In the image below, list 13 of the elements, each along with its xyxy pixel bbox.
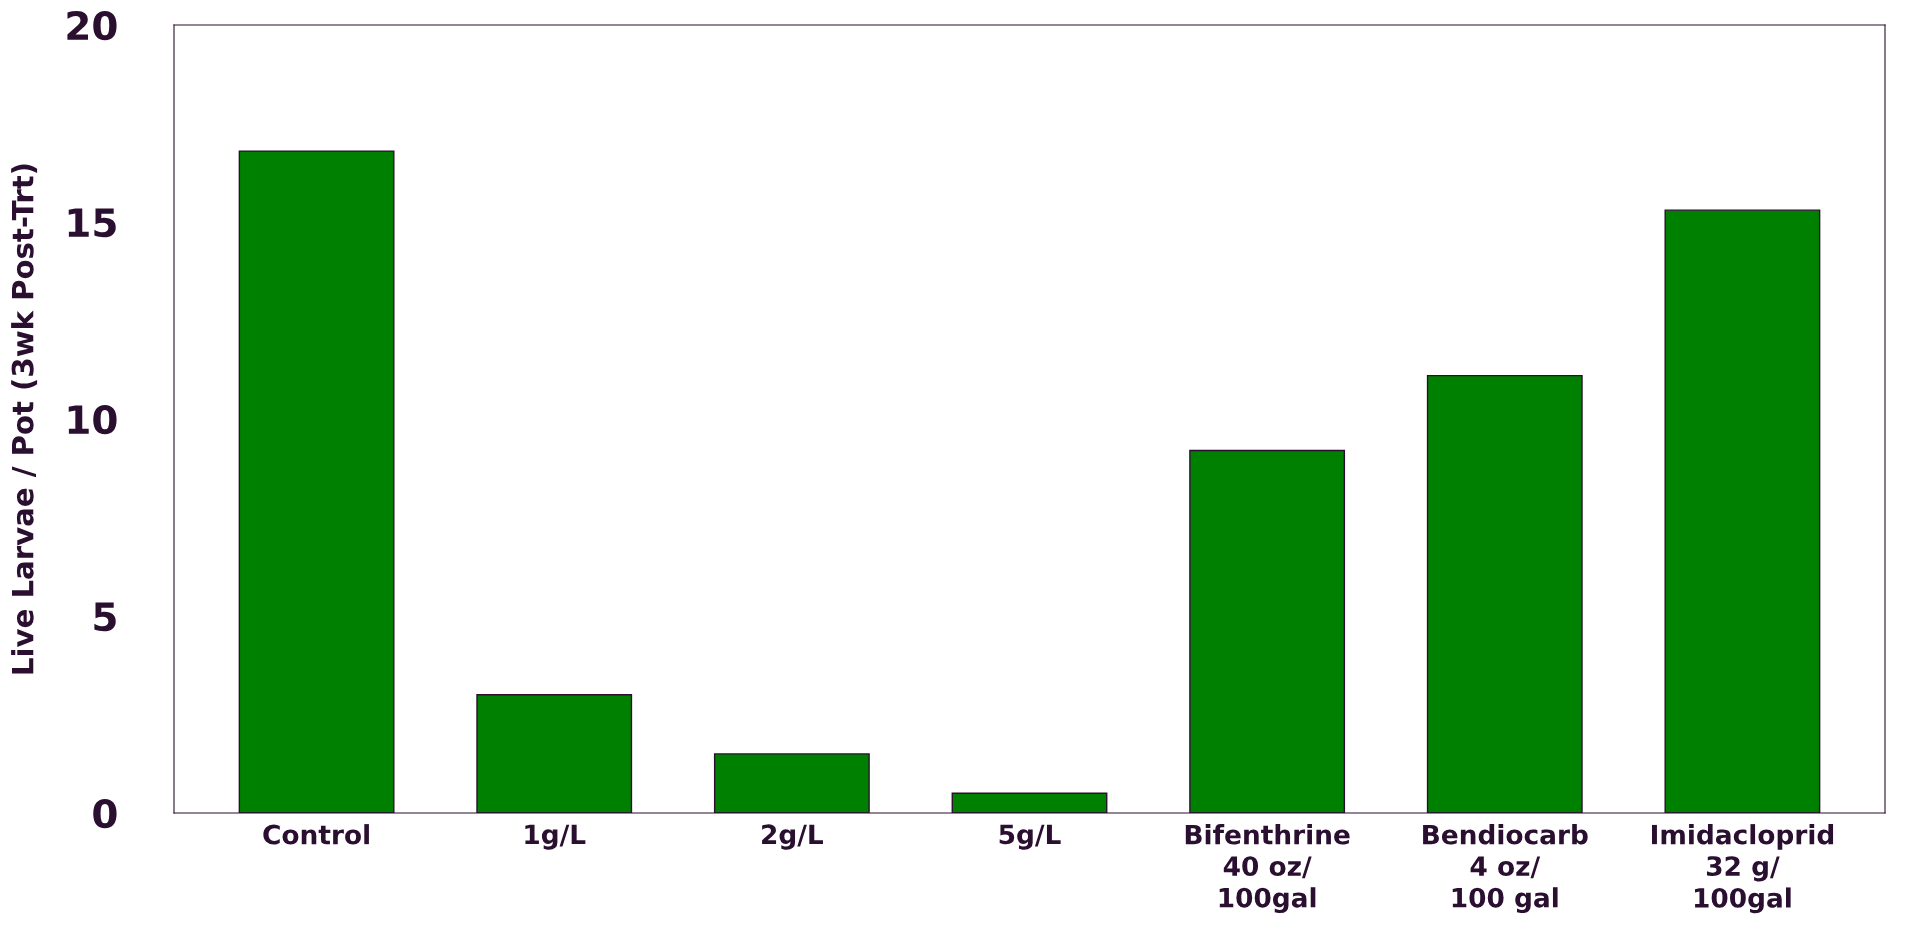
x-tick-label: Control	[263, 824, 369, 845]
y-tick-label: 15	[68, 208, 116, 238]
y-tick-label: 0	[93, 798, 117, 829]
x-tick-label: 1g/L	[525, 824, 586, 850]
y-tick-label: 10	[68, 404, 117, 435]
y-tick-label: 5	[94, 602, 116, 632]
x-tick-label: Bendiocarb 4 oz/ 100 gal	[1423, 824, 1588, 913]
y-tick-label: 20	[67, 10, 117, 41]
x-tick-label: 2g/L	[762, 824, 823, 850]
x-tick-label: Bifenthrine 40 oz/ 100gal	[1185, 824, 1350, 913]
y-axis-title: Live Larvae / Pot (3wk Post-Trt)	[11, 164, 38, 674]
x-tick-label: Imidacloprid 32 g/ 100gal	[1651, 824, 1834, 914]
x-tick-label: 5g/L	[999, 824, 1061, 850]
